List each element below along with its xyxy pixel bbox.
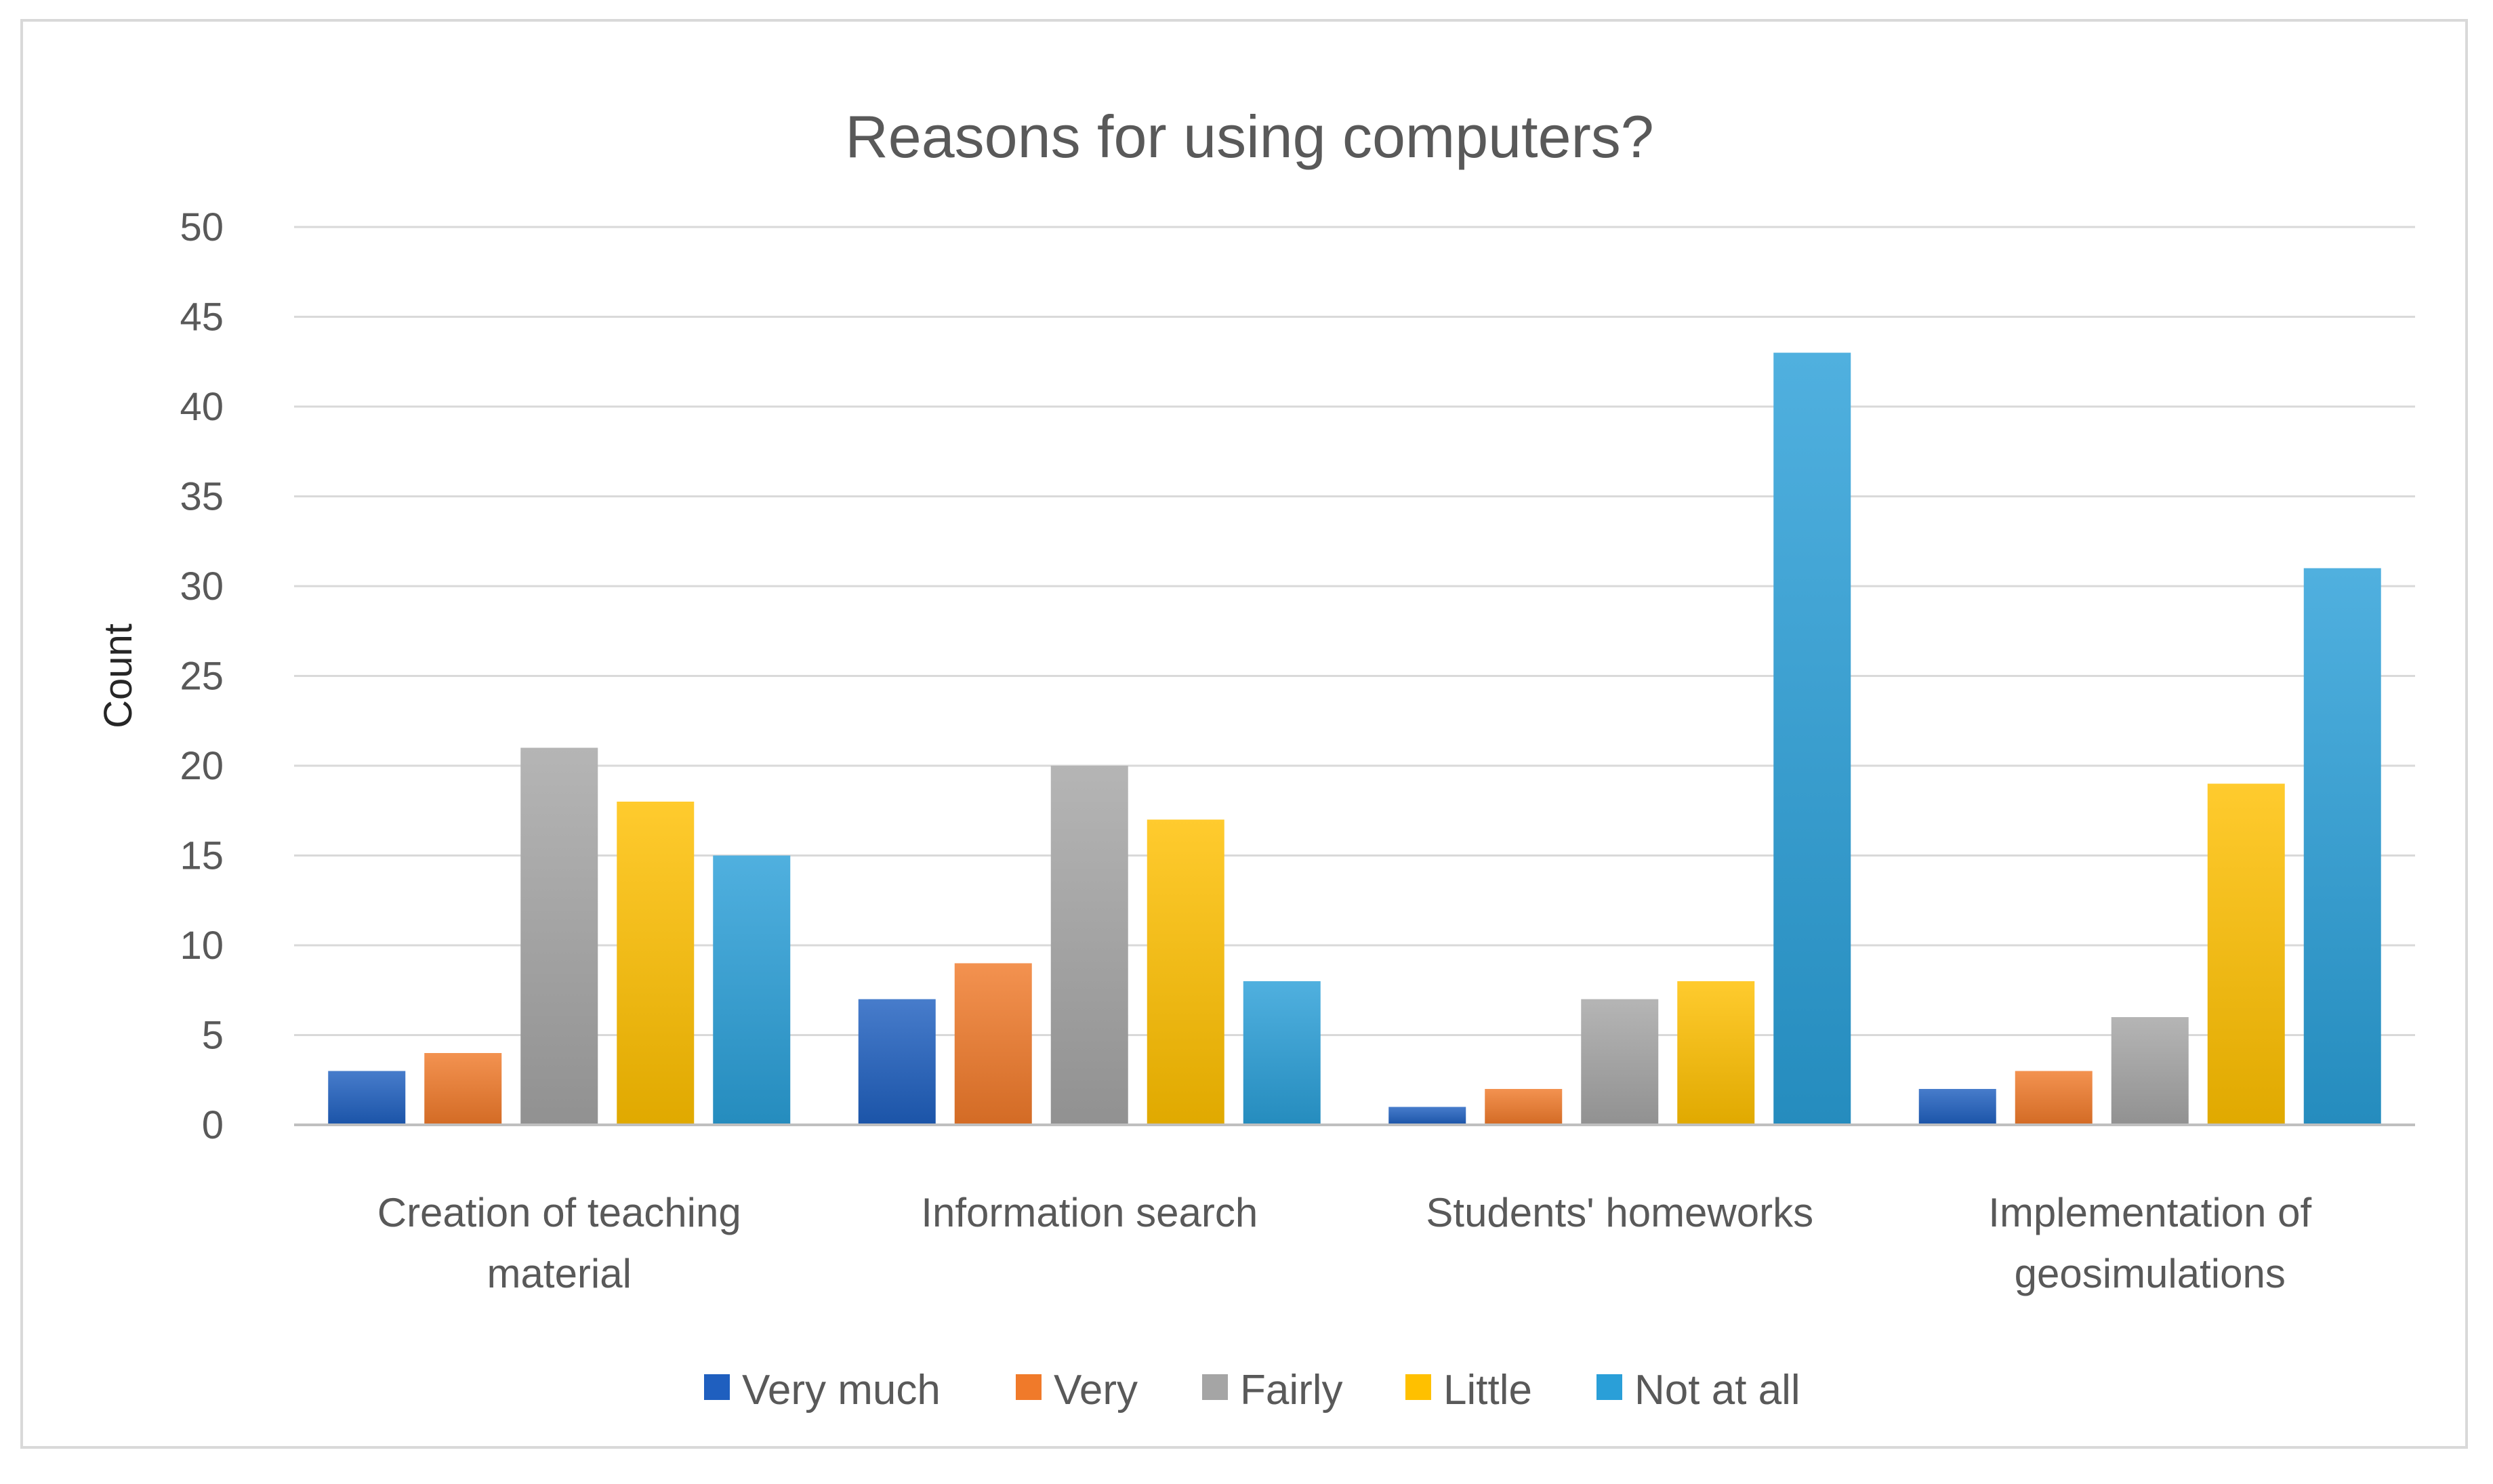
legend-swatch [1016,1374,1042,1400]
legend: Very much Very Fairly Little Not at all [704,1367,1800,1414]
chart-svg: Reasons for using computers? 0 5 10 15 20 25 3… [96,103,2415,1414]
y-tick-label: 10 [180,924,224,968]
category-label: Students' homeworks [1426,1190,1813,1235]
bar [954,963,1032,1125]
bar [424,1053,502,1125]
legend-item: Very [1016,1367,1138,1414]
bar [2303,568,2381,1125]
bar [1050,766,1128,1125]
category-labels: Creation of teaching material Information … [377,1190,2312,1296]
bar [617,802,695,1125]
legend-swatch [704,1374,730,1400]
category-label: geosimulations [2015,1251,2286,1296]
legend-label: Little [1443,1367,1532,1414]
y-tick-label: 40 [180,385,224,429]
bar [2015,1071,2093,1125]
bar [1677,981,1755,1125]
bars [328,352,2381,1125]
y-tick-label: 25 [180,655,224,699]
bar [1918,1089,1996,1125]
legend-label: Very [1054,1367,1138,1414]
bar [328,1071,406,1125]
legend-label: Not at all [1634,1367,1800,1414]
legend-swatch [1596,1374,1622,1400]
bar [1581,999,1659,1125]
y-tick-label: 0 [202,1103,224,1147]
y-tick-label: 15 [180,834,224,878]
bar [1243,981,1321,1125]
legend-item: Not at all [1596,1367,1800,1414]
bar [2111,1017,2189,1125]
chart-frame: Reasons for using computers? 0 5 10 15 20 25 3… [20,19,2468,1449]
chart-title: Reasons for using computers? [845,103,1654,170]
category-label: Information search [921,1190,1258,1235]
y-tick-label: 45 [180,295,224,339]
legend-item: Very much [704,1367,941,1414]
bar [858,999,936,1125]
y-tick-label: 20 [180,744,224,788]
y-tick-label: 5 [202,1014,224,1058]
bar [1147,819,1224,1125]
y-axis-label: Count [96,623,140,728]
legend-item: Fairly [1202,1367,1343,1414]
category-label: Creation of teaching [377,1190,741,1235]
gridlines [294,226,2415,1036]
legend-swatch [1405,1374,1431,1400]
legend-label: Very much [742,1367,941,1414]
legend-label: Fairly [1240,1367,1343,1414]
bar [1773,352,1851,1125]
y-tick-label: 30 [180,564,224,609]
category-label: material [487,1251,632,1296]
bar [713,855,791,1125]
category-label: Implementation of [1988,1190,2311,1235]
bar [520,747,598,1125]
legend-item: Little [1405,1367,1532,1414]
bar [2207,783,2285,1125]
legend-swatch [1202,1374,1228,1400]
y-axis-ticks: 0 5 10 15 20 25 30 35 40 45 50 [180,205,224,1147]
bar [1388,1107,1466,1125]
y-tick-label: 50 [180,205,224,249]
bar [1485,1089,1563,1125]
y-tick-label: 35 [180,475,224,519]
